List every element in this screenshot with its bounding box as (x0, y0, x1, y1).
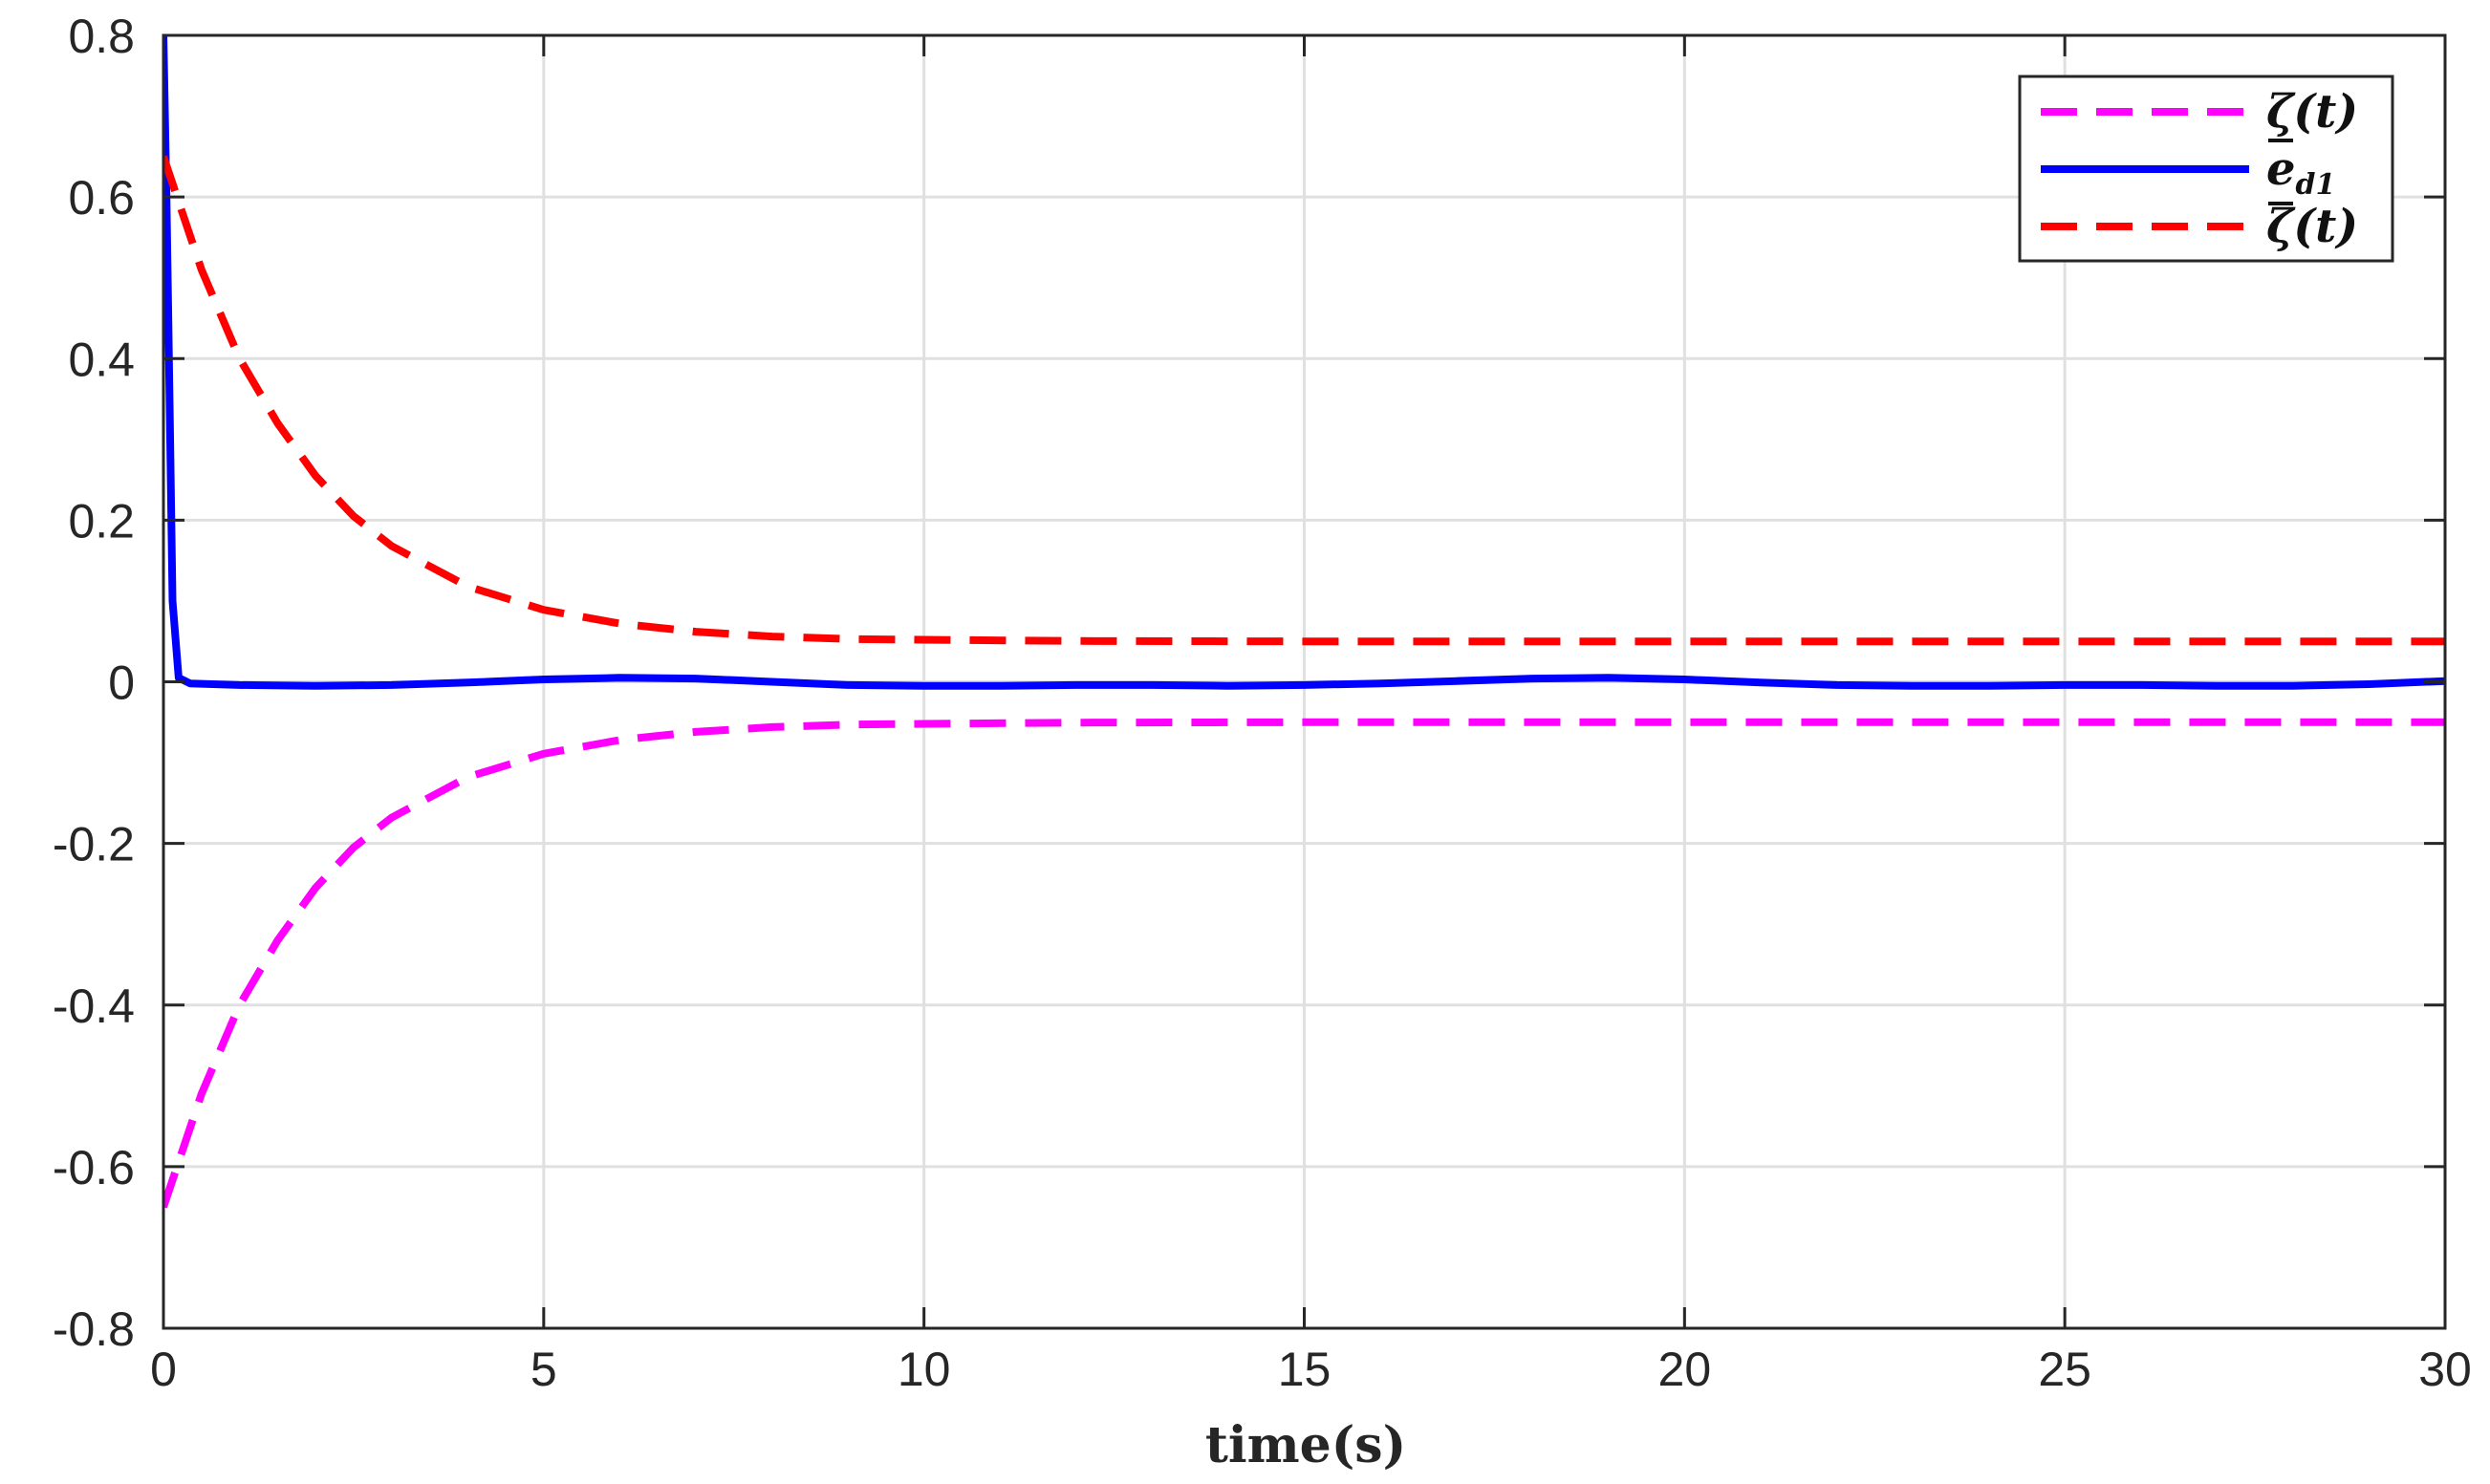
legend-subscript: d1 (2296, 168, 2336, 202)
x-tick-label: 0 (150, 1343, 177, 1396)
axes (162, 33, 2447, 1330)
x-tick-label: 30 (2418, 1343, 2472, 1396)
x-axis-label: time(s) (1205, 1416, 1406, 1474)
legend-label-2: ζ(t) (2266, 200, 2358, 253)
y-tick-label: -0.2 (53, 818, 135, 871)
y-tick-label: 0.6 (68, 171, 135, 225)
y-tick-label: -0.4 (53, 979, 135, 1033)
x-tick-label: 10 (898, 1343, 951, 1396)
y-tick-label: -0.8 (53, 1302, 135, 1356)
y-tick-label: 0 (108, 656, 135, 710)
x-tick-label: 5 (530, 1343, 557, 1396)
tick-labels: 0 5 10 15 20 25 30 -0.8 -0.6 -0.4 -0.2 0 0.2 0.4 0.6 0.… (53, 10, 2472, 1396)
legend-label-1: ed1 (2266, 142, 2335, 202)
x-tick-label: 15 (1278, 1343, 1332, 1396)
y-tick-label: 0.8 (68, 10, 135, 63)
legend-label-0: ζ(t) (2266, 85, 2358, 139)
x-tick-label: 25 (2038, 1343, 2091, 1396)
series-line-2 (163, 155, 2445, 646)
y-tick-label: -0.6 (53, 1141, 135, 1194)
series-line-0 (163, 718, 2445, 1209)
y-tick-label: 0.4 (68, 333, 135, 386)
series-lines (163, 34, 2445, 1209)
y-tick-label: 0.2 (68, 494, 135, 548)
x-tick-label: 20 (1658, 1343, 1712, 1396)
series-line-1 (163, 34, 2445, 690)
